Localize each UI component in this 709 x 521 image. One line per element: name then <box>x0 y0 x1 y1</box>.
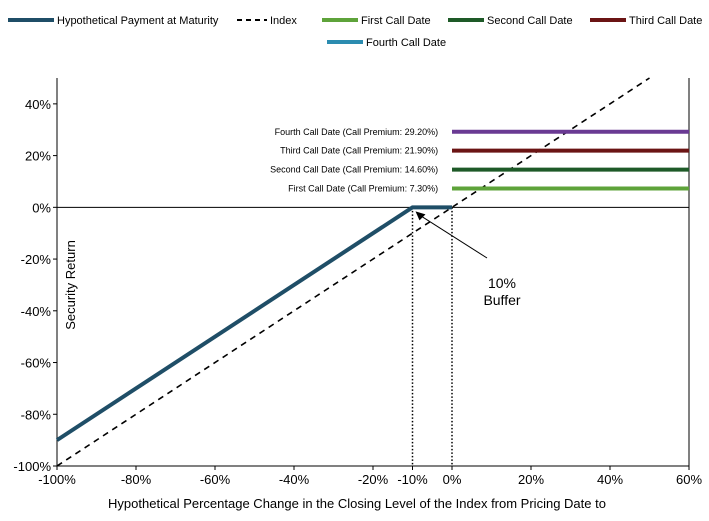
buffer-arrow-line <box>421 215 488 259</box>
x-tick-label: -10% <box>397 472 428 487</box>
y-tick-label: 0% <box>32 200 51 215</box>
x-tick-label: 60% <box>676 472 702 487</box>
y-tick-label: 40% <box>25 97 51 112</box>
legend-label: Third Call Date <box>629 15 702 27</box>
legend-label: Fourth Call Date <box>366 37 446 49</box>
series-layer <box>55 77 689 467</box>
legend: Hypothetical Payment at Maturity Index Fir… <box>8 15 702 49</box>
legend-label: First Call Date <box>361 15 431 27</box>
y-tick-label: -80% <box>21 407 52 422</box>
y-tick-label: -20% <box>21 252 52 267</box>
y-axis-title: Security Return <box>63 240 78 330</box>
annotation-layer: First Call Date (Call Premium: 7.30%) Sec… <box>270 127 521 308</box>
y-tick-label: -40% <box>21 304 52 319</box>
x-tick-label: -80% <box>121 472 152 487</box>
index-line <box>56 77 650 467</box>
legend-label: Index <box>270 15 297 27</box>
x-tick-label: 20% <box>518 472 544 487</box>
legend-label: Second Call Date <box>487 15 573 27</box>
buffer-label-text: Buffer <box>483 292 520 308</box>
hypothetical-payment-at-maturity-line <box>55 205 452 442</box>
call-premium-label: Second Call Date (Call Premium: 14.60%) <box>270 165 438 175</box>
call-premium-label: Third Call Date (Call Premium: 21.90%) <box>280 146 438 156</box>
y-tick-label: -60% <box>21 356 52 371</box>
legend-label: Hypothetical Payment at Maturity <box>57 15 219 27</box>
x-tick-label: 40% <box>597 472 623 487</box>
y-tick-label: -100% <box>13 459 51 474</box>
call-premium-label: Fourth Call Date (Call Premium: 29.20%) <box>275 127 439 137</box>
x-tick-label: -20% <box>358 472 389 487</box>
x-tick-label: -60% <box>200 472 231 487</box>
x-axis-title: Hypothetical Percentage Change in the Cl… <box>108 496 606 511</box>
x-tick-label: -40% <box>279 472 310 487</box>
call-premium-label: First Call Date (Call Premium: 7.30%) <box>288 183 438 193</box>
y-tick-label: 20% <box>25 149 51 164</box>
buffer-label-pct: 10% <box>488 275 516 291</box>
x-tick-label: 0% <box>443 472 462 487</box>
tick-layer: 40% 20% 0% -20% -40% -60% -80% -100%-100% -80% -6… <box>13 97 702 487</box>
x-tick-label: -100% <box>38 472 76 487</box>
buffer-arrowhead <box>415 211 426 221</box>
